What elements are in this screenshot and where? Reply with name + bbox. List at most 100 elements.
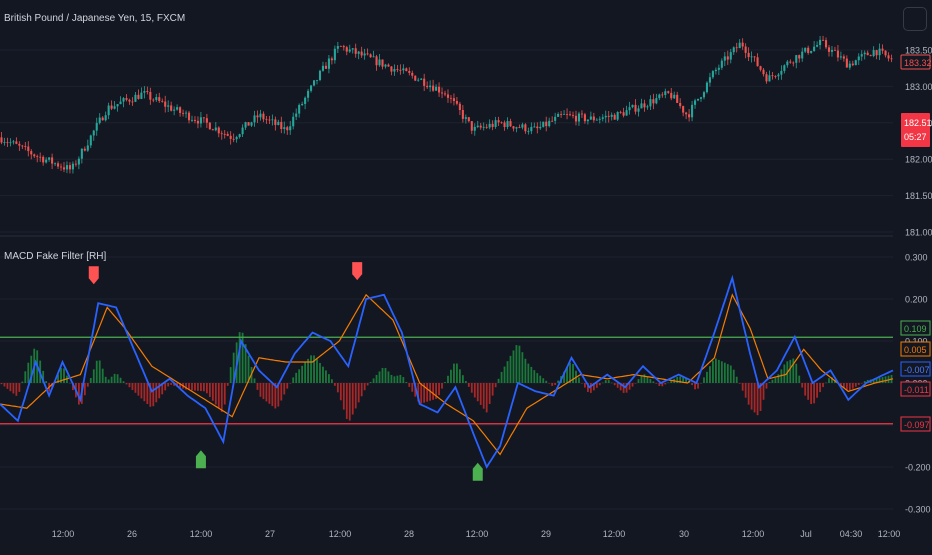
histogram-bar — [351, 383, 354, 415]
candle-body — [375, 56, 378, 66]
candle-body — [229, 135, 232, 139]
histogram-bar — [747, 383, 750, 405]
price-tick-label: 181.000 — [905, 228, 932, 238]
histogram-bar — [732, 369, 735, 383]
histogram-bar — [503, 366, 506, 383]
histogram-bar — [554, 383, 557, 385]
histogram-bar — [238, 332, 241, 383]
histogram-bar — [57, 374, 59, 383]
macd-tick-label: -0.200 — [905, 463, 931, 473]
histogram-bar — [840, 383, 842, 385]
candle-body — [518, 127, 521, 129]
candle-body — [676, 94, 679, 103]
histogram-bar — [417, 383, 420, 402]
candle-body — [438, 86, 441, 93]
histogram-bar — [265, 383, 268, 402]
candle-body — [116, 104, 119, 107]
candle-body — [708, 77, 711, 83]
time-tick-label: 27 — [265, 529, 275, 539]
histogram-bar — [598, 383, 601, 386]
candle-body — [884, 50, 887, 56]
indicator-title[interactable]: MACD Fake Filter [RH] — [4, 251, 106, 262]
histogram-bar — [152, 383, 155, 407]
macd-line — [0, 274, 894, 469]
candle-body — [863, 52, 866, 55]
histogram-bar — [872, 379, 875, 383]
histogram-bar — [86, 383, 89, 387]
candle-body — [324, 65, 327, 69]
histogram-bar — [851, 383, 854, 389]
histogram-bar — [610, 382, 613, 384]
candle-body — [101, 117, 104, 121]
histogram-bar — [336, 383, 339, 393]
histogram-bar — [9, 383, 12, 392]
candle-body — [628, 107, 631, 111]
histogram-bar — [330, 379, 333, 383]
symbol-title[interactable]: British Pound / Japanese Yen, 15, FXCM — [4, 13, 185, 24]
histogram-bar — [137, 383, 140, 396]
histogram-bar — [411, 383, 414, 392]
chart-settings-button[interactable] — [903, 7, 927, 31]
candle-body — [384, 64, 387, 67]
histogram-bar — [220, 383, 223, 412]
candle-body — [646, 106, 649, 108]
histogram-bar — [283, 383, 286, 395]
histogram-bar — [771, 379, 774, 383]
candle-body — [399, 69, 402, 71]
histogram-bar — [774, 377, 777, 383]
candle-body — [226, 133, 229, 136]
time-axis[interactable]: 12:00 26 12:00 27 12:00 28 12:00 29 12:00 30 12:00… — [52, 529, 901, 539]
candle-body — [506, 121, 509, 128]
candle-body — [330, 58, 333, 61]
candle-body — [235, 137, 238, 140]
candle-body — [842, 56, 845, 59]
histogram-bar — [372, 378, 375, 383]
histogram-bar — [95, 360, 98, 383]
candle-body — [402, 68, 405, 71]
histogram-bar — [140, 383, 143, 399]
histogram-bar — [15, 383, 18, 396]
histogram-bar — [551, 383, 554, 386]
histogram-bar — [158, 383, 161, 399]
sell-signal-marker — [352, 262, 363, 281]
histogram-bar — [700, 383, 702, 384]
candle-body — [15, 141, 18, 144]
candle-body — [652, 99, 655, 104]
histogram-bar — [280, 383, 283, 401]
candle-body — [449, 97, 453, 99]
candle-body — [813, 46, 816, 51]
histogram-bar — [795, 363, 798, 383]
candle-body — [250, 122, 253, 126]
candle-body — [560, 114, 563, 115]
histogram-bar — [310, 355, 312, 383]
histogram-bar — [539, 375, 542, 383]
candle-body — [476, 125, 479, 127]
histogram-bar — [625, 383, 628, 393]
histogram-bar — [167, 383, 170, 387]
histogram-bar — [476, 383, 479, 402]
histogram-bar — [226, 383, 229, 386]
histogram-bar — [458, 369, 461, 383]
histogram-bar — [92, 369, 95, 383]
histogram-bar — [110, 376, 113, 383]
arrow-down-marker-icon — [352, 262, 363, 281]
candle-body — [455, 100, 458, 104]
candle-body — [423, 78, 426, 86]
candle-body — [345, 47, 348, 52]
time-tick-label: 04:30 — [840, 529, 863, 539]
histogram-bar — [253, 378, 256, 383]
candle-body — [217, 127, 220, 134]
candle-body — [256, 115, 259, 118]
candle-body — [268, 119, 271, 121]
arrow-up-marker-icon — [472, 462, 483, 481]
candle-body — [170, 105, 173, 111]
candle-body — [887, 55, 890, 59]
histogram-bar — [194, 383, 196, 391]
histogram-bar — [497, 378, 500, 383]
candle-body — [816, 45, 819, 47]
histogram-bar — [378, 371, 381, 383]
candle-body — [848, 63, 851, 68]
histogram-bar — [286, 383, 289, 389]
